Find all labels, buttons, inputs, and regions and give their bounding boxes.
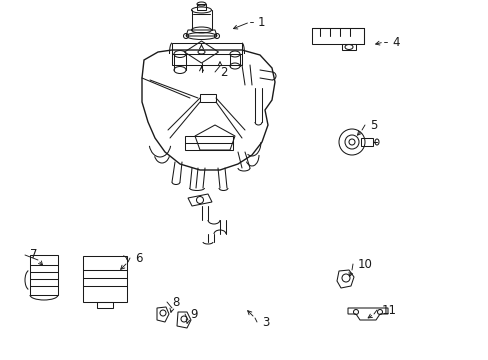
Bar (341, 44, 355, 50)
Bar (83, 256, 127, 302)
Bar (200, 94, 216, 102)
Text: 11: 11 (381, 303, 396, 316)
Bar (360, 138, 372, 146)
Text: 1: 1 (258, 15, 265, 28)
Text: 2: 2 (220, 66, 227, 78)
Bar (197, 4, 205, 10)
Text: 4: 4 (391, 36, 399, 49)
Text: 8: 8 (172, 296, 179, 309)
Bar (30, 255, 58, 295)
Bar (311, 28, 363, 44)
Bar (184, 136, 232, 150)
Text: 9: 9 (190, 307, 197, 320)
Bar (172, 43, 242, 65)
Text: 5: 5 (369, 118, 377, 131)
Text: 3: 3 (262, 315, 269, 328)
Text: 6: 6 (135, 252, 142, 265)
Text: 10: 10 (357, 257, 372, 270)
Bar (97, 302, 113, 308)
Text: 7: 7 (30, 248, 38, 261)
